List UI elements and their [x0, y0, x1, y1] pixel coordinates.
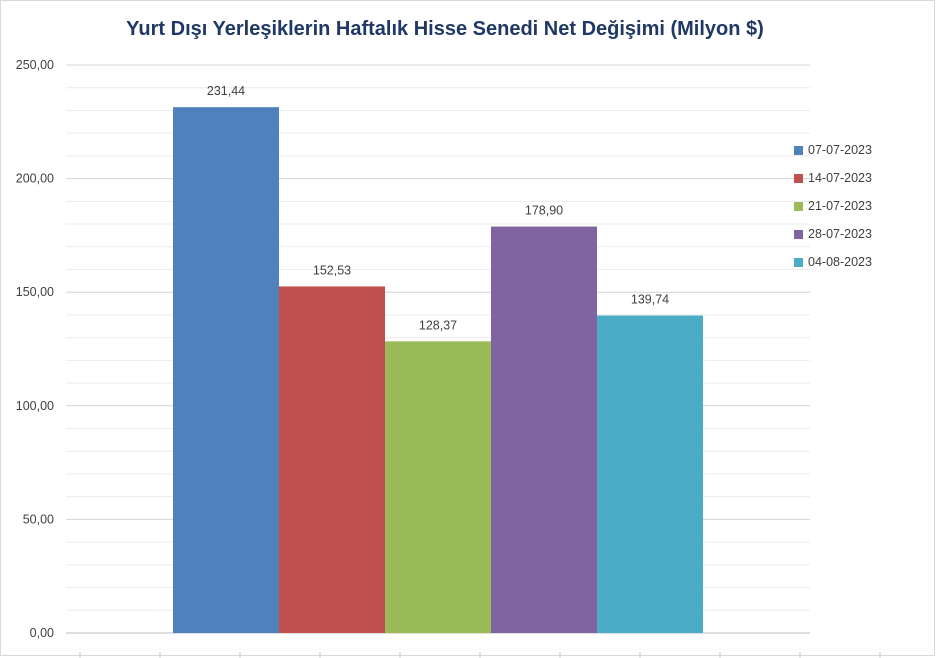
- legend-label: 04-08-2023: [808, 255, 872, 269]
- legend-label: 07-07-2023: [808, 143, 872, 157]
- bar-21-07-2023: [385, 341, 491, 633]
- legend-swatch: [794, 173, 803, 183]
- legend-label: 21-07-2023: [808, 199, 872, 213]
- y-tick-label: 150,00: [16, 285, 54, 299]
- y-tick-label: 0,00: [30, 626, 54, 640]
- y-tick-label: 50,00: [23, 512, 54, 526]
- legend-item: 04-08-2023: [794, 248, 872, 276]
- legend-label: 14-07-2023: [808, 171, 872, 185]
- bar-04-08-2023: [597, 315, 703, 633]
- legend-item: 21-07-2023: [794, 192, 872, 220]
- data-labels: 231,44 152,53 128,37 178,90 139,74: [207, 84, 669, 332]
- bars: [173, 107, 703, 634]
- legend-swatch: [794, 145, 803, 155]
- legend-item: 28-07-2023: [794, 220, 872, 248]
- legend-swatch: [794, 257, 803, 267]
- data-label: 139,74: [631, 293, 669, 307]
- bar-14-07-2023: [279, 286, 385, 633]
- legend-swatch: [794, 229, 803, 239]
- legend-label: 28-07-2023: [808, 227, 872, 241]
- data-label: 178,90: [525, 204, 563, 218]
- y-tick-label: 100,00: [16, 399, 54, 413]
- y-axis-tick-labels: 0,00 50,00 100,00 150,00 200,00 250,00: [16, 58, 54, 640]
- legend-item: 07-07-2023: [794, 136, 872, 164]
- data-label: 231,44: [207, 84, 245, 98]
- data-label: 152,53: [313, 263, 351, 277]
- data-label: 128,37: [419, 318, 457, 332]
- chart-title: Yurt Dışı Yerleşiklerin Haftalık Hisse S…: [126, 18, 764, 40]
- legend-item: 14-07-2023: [794, 164, 872, 192]
- bottom-sheet-ticks: [79, 652, 881, 658]
- y-tick-label: 200,00: [16, 172, 54, 186]
- bar-28-07-2023: [491, 226, 597, 634]
- bar-07-07-2023: [173, 107, 279, 633]
- legend: 07-07-2023 14-07-2023 21-07-2023 28-07-2023…: [794, 136, 872, 276]
- y-tick-label: 250,00: [16, 58, 54, 72]
- legend-swatch: [794, 201, 803, 211]
